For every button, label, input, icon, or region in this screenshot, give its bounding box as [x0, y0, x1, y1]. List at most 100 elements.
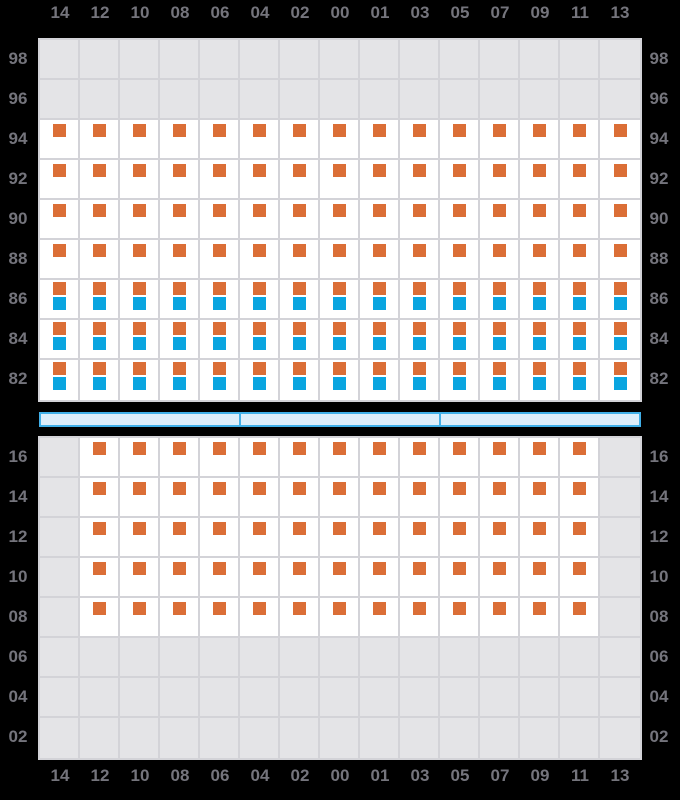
grid-cell-08-14[interactable] [160, 478, 200, 518]
grid-cell-12-88[interactable] [80, 240, 120, 280]
grid-cell-01-84[interactable] [360, 320, 400, 360]
grid-cell-07-92[interactable] [480, 160, 520, 200]
grid-cell-02-92[interactable] [280, 160, 320, 200]
grid-cell-13-86[interactable] [600, 280, 640, 320]
grid-cell-04-86[interactable] [240, 280, 280, 320]
grid-cell-03-14[interactable] [400, 478, 440, 518]
grid-cell-04-90[interactable] [240, 200, 280, 240]
grid-cell-11-86[interactable] [560, 280, 600, 320]
grid-cell-04-94[interactable] [240, 120, 280, 160]
grid-cell-08-88[interactable] [160, 240, 200, 280]
grid-cell-12-14[interactable] [80, 478, 120, 518]
grid-cell-13-82[interactable] [600, 360, 640, 400]
grid-cell-05-82[interactable] [440, 360, 480, 400]
grid-cell-00-86[interactable] [320, 280, 360, 320]
grid-cell-05-08[interactable] [440, 598, 480, 638]
grid-cell-10-88[interactable] [120, 240, 160, 280]
grid-cell-12-08[interactable] [80, 598, 120, 638]
grid-cell-11-10[interactable] [560, 558, 600, 598]
grid-cell-11-84[interactable] [560, 320, 600, 360]
grid-cell-11-94[interactable] [560, 120, 600, 160]
grid-cell-04-82[interactable] [240, 360, 280, 400]
grid-cell-04-84[interactable] [240, 320, 280, 360]
grid-cell-03-84[interactable] [400, 320, 440, 360]
grid-cell-06-84[interactable] [200, 320, 240, 360]
grid-cell-04-12[interactable] [240, 518, 280, 558]
grid-cell-09-16[interactable] [520, 438, 560, 478]
grid-cell-00-84[interactable] [320, 320, 360, 360]
grid-cell-11-14[interactable] [560, 478, 600, 518]
grid-cell-01-14[interactable] [360, 478, 400, 518]
grid-cell-10-94[interactable] [120, 120, 160, 160]
grid-cell-10-10[interactable] [120, 558, 160, 598]
grid-cell-04-88[interactable] [240, 240, 280, 280]
grid-cell-07-82[interactable] [480, 360, 520, 400]
grid-cell-12-90[interactable] [80, 200, 120, 240]
grid-cell-11-90[interactable] [560, 200, 600, 240]
grid-cell-14-94[interactable] [40, 120, 80, 160]
grid-cell-11-12[interactable] [560, 518, 600, 558]
grid-cell-04-92[interactable] [240, 160, 280, 200]
grid-cell-14-82[interactable] [40, 360, 80, 400]
grid-cell-10-92[interactable] [120, 160, 160, 200]
grid-cell-01-08[interactable] [360, 598, 400, 638]
grid-cell-00-90[interactable] [320, 200, 360, 240]
grid-cell-09-90[interactable] [520, 200, 560, 240]
grid-cell-04-16[interactable] [240, 438, 280, 478]
grid-cell-04-14[interactable] [240, 478, 280, 518]
grid-cell-00-88[interactable] [320, 240, 360, 280]
grid-cell-03-86[interactable] [400, 280, 440, 320]
grid-cell-11-88[interactable] [560, 240, 600, 280]
grid-cell-12-10[interactable] [80, 558, 120, 598]
grid-cell-12-16[interactable] [80, 438, 120, 478]
grid-cell-00-10[interactable] [320, 558, 360, 598]
grid-cell-08-08[interactable] [160, 598, 200, 638]
grid-cell-05-94[interactable] [440, 120, 480, 160]
grid-cell-14-92[interactable] [40, 160, 80, 200]
grid-cell-01-12[interactable] [360, 518, 400, 558]
grid-cell-02-82[interactable] [280, 360, 320, 400]
grid-cell-01-90[interactable] [360, 200, 400, 240]
grid-cell-05-90[interactable] [440, 200, 480, 240]
grid-cell-06-16[interactable] [200, 438, 240, 478]
grid-cell-05-14[interactable] [440, 478, 480, 518]
grid-cell-12-82[interactable] [80, 360, 120, 400]
grid-cell-00-16[interactable] [320, 438, 360, 478]
grid-cell-13-94[interactable] [600, 120, 640, 160]
grid-cell-03-82[interactable] [400, 360, 440, 400]
grid-cell-01-86[interactable] [360, 280, 400, 320]
grid-cell-07-88[interactable] [480, 240, 520, 280]
grid-cell-10-86[interactable] [120, 280, 160, 320]
grid-cell-14-88[interactable] [40, 240, 80, 280]
grid-cell-07-10[interactable] [480, 558, 520, 598]
grid-cell-07-90[interactable] [480, 200, 520, 240]
grid-cell-07-84[interactable] [480, 320, 520, 360]
grid-cell-03-08[interactable] [400, 598, 440, 638]
grid-cell-05-92[interactable] [440, 160, 480, 200]
grid-cell-09-88[interactable] [520, 240, 560, 280]
grid-cell-01-16[interactable] [360, 438, 400, 478]
grid-cell-09-14[interactable] [520, 478, 560, 518]
grid-cell-06-94[interactable] [200, 120, 240, 160]
grid-cell-03-92[interactable] [400, 160, 440, 200]
grid-cell-02-88[interactable] [280, 240, 320, 280]
grid-cell-06-08[interactable] [200, 598, 240, 638]
grid-cell-10-08[interactable] [120, 598, 160, 638]
grid-cell-06-10[interactable] [200, 558, 240, 598]
grid-cell-00-12[interactable] [320, 518, 360, 558]
grid-cell-02-16[interactable] [280, 438, 320, 478]
grid-cell-02-86[interactable] [280, 280, 320, 320]
grid-cell-12-92[interactable] [80, 160, 120, 200]
grid-cell-04-10[interactable] [240, 558, 280, 598]
grid-cell-10-12[interactable] [120, 518, 160, 558]
grid-cell-08-90[interactable] [160, 200, 200, 240]
grid-cell-11-82[interactable] [560, 360, 600, 400]
grid-cell-08-86[interactable] [160, 280, 200, 320]
grid-cell-02-12[interactable] [280, 518, 320, 558]
grid-cell-00-82[interactable] [320, 360, 360, 400]
grid-cell-07-86[interactable] [480, 280, 520, 320]
grid-cell-00-94[interactable] [320, 120, 360, 160]
grid-cell-14-86[interactable] [40, 280, 80, 320]
grid-cell-11-16[interactable] [560, 438, 600, 478]
grid-cell-12-86[interactable] [80, 280, 120, 320]
